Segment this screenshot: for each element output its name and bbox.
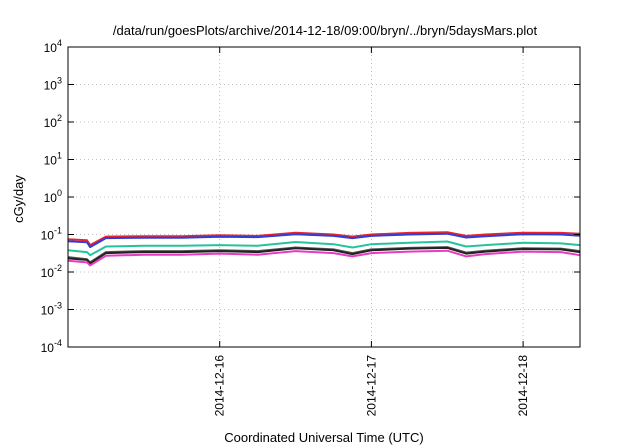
y-tick-label: 10-3 bbox=[41, 301, 62, 318]
y-tick-label: 103 bbox=[44, 76, 62, 93]
y-tick-label: 10-4 bbox=[41, 338, 62, 355]
x-axis: 2014-12-16 2014-12-17 2014-12-18 bbox=[213, 47, 530, 416]
y-tick-label: 10-2 bbox=[41, 263, 62, 280]
data-series bbox=[67, 231, 581, 267]
series-line bbox=[67, 240, 581, 257]
chart-title: /data/run/goesPlots/archive/2014-12-18/0… bbox=[113, 23, 538, 38]
series-line bbox=[67, 231, 581, 247]
series-line bbox=[67, 246, 581, 265]
y-axis: 10-4 10-3 10-2 10-1 100 101 102 103 104 bbox=[41, 38, 580, 355]
y-tick-label: 101 bbox=[44, 151, 62, 168]
y-tick-label: 104 bbox=[44, 38, 62, 55]
y-tick-label: 102 bbox=[44, 113, 62, 130]
series-line bbox=[67, 232, 581, 249]
y-tick-label: 10-1 bbox=[41, 226, 62, 243]
series-line bbox=[67, 249, 581, 267]
x-tick-label: 2014-12-17 bbox=[364, 355, 378, 417]
x-tick-label: 2014-12-16 bbox=[213, 355, 227, 417]
x-axis-label: Coordinated Universal Time (UTC) bbox=[224, 430, 423, 445]
y-axis-label: cGy/day bbox=[11, 175, 26, 223]
y-tick-label: 100 bbox=[44, 188, 62, 205]
x-tick-label: 2014-12-18 bbox=[516, 355, 530, 417]
